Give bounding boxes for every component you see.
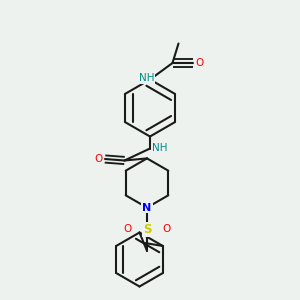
Text: O: O <box>94 154 103 164</box>
Text: NH: NH <box>152 142 167 153</box>
Text: O: O <box>195 58 204 68</box>
Text: O: O <box>162 224 171 234</box>
Text: NH: NH <box>139 73 154 83</box>
Text: O: O <box>123 224 132 234</box>
Text: N: N <box>142 202 152 213</box>
Text: S: S <box>143 223 151 236</box>
